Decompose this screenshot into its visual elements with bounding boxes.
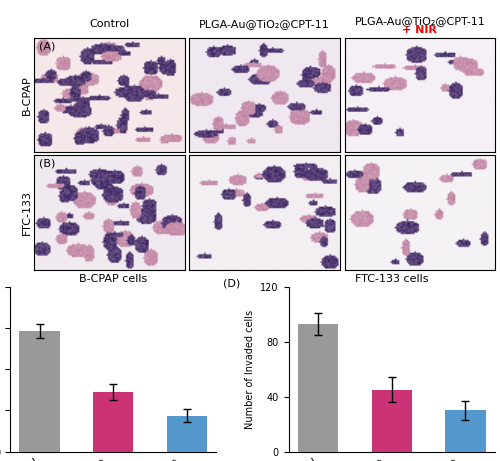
Text: + NIR: + NIR [402,25,437,35]
Text: Control: Control [90,19,130,29]
Bar [20,331,60,452]
Bar [445,410,486,452]
Text: B-CPAP: B-CPAP [22,75,32,115]
Text: PLGA-Au@TiO₂@CPT-11: PLGA-Au@TiO₂@CPT-11 [354,16,485,26]
Text: PLGA-Au@TiO₂@CPT-11: PLGA-Au@TiO₂@CPT-11 [200,19,330,29]
Text: (B): (B) [39,159,55,169]
Text: (D): (D) [222,278,240,289]
Title: B-CPAP cells: B-CPAP cells [79,274,148,284]
Text: (A): (A) [39,41,55,51]
Y-axis label: Number of Invaded cells: Number of Invaded cells [245,310,255,429]
Bar [372,390,412,452]
Bar [298,324,339,452]
Bar [93,392,134,452]
Text: FTC-133: FTC-133 [22,190,32,235]
Bar [166,416,207,452]
Title: FTC-133 cells: FTC-133 cells [355,274,428,284]
